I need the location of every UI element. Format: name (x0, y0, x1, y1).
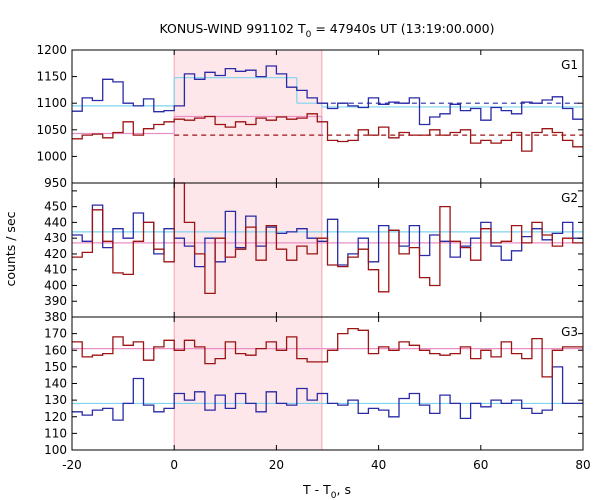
y-tick-label: 100 (44, 443, 67, 457)
y-axis-label: counts / sec (3, 211, 18, 286)
chart-title: KONUS-WIND 991102 T0 = 47940s UT (13:19:… (159, 21, 494, 40)
panel-label-g1: G1 (561, 58, 578, 72)
highlight-interval-region (173, 182, 323, 318)
x-tick-label: 60 (473, 458, 488, 472)
y-tick-label: 950 (44, 176, 67, 190)
series-red-histogram (72, 182, 583, 295)
series-blue-histogram (72, 204, 583, 268)
y-tick-label: 120 (44, 410, 67, 424)
panel-g1: 1200 1150 1100 1050 1000 950 G1 (36, 43, 584, 190)
x-axis-label-subscript: 0 (331, 491, 337, 500)
chart-title-subscript: 0 (306, 30, 312, 40)
y-tick-label: 1050 (36, 123, 67, 137)
series-red-histogram (72, 113, 583, 152)
y-tick-label: 450 (44, 200, 67, 214)
panel-frame (71, 49, 584, 184)
y-tick-label: 170 (44, 327, 67, 341)
y-tick-label: 1150 (36, 70, 67, 84)
y-tick-label: 1200 (36, 43, 67, 57)
y-tick-label: 410 (44, 263, 67, 277)
y-tick-label: 150 (44, 360, 67, 374)
panel-label-g2: G2 (561, 191, 578, 205)
highlight-interval-region (173, 316, 323, 451)
x-axis-label-main: T - T (302, 482, 331, 497)
series-blue-histogram (72, 366, 583, 421)
y-tick-label: 440 (44, 215, 67, 229)
x-tick-label: 80 (575, 458, 590, 472)
x-tick-label: 20 (269, 458, 284, 472)
x-tick-label: -20 (62, 458, 82, 472)
x-tick-label: 0 (170, 458, 178, 472)
series-red-histogram (72, 327, 583, 378)
x-axis-label-rest: , s (337, 482, 351, 497)
y-tick-label: 390 (44, 294, 67, 308)
x-axis-label: T - T0, s (302, 482, 351, 500)
y-tick-label: 400 (44, 278, 67, 292)
y-tick-label: 1100 (36, 96, 67, 110)
y-tick-label: 380 (44, 310, 67, 324)
panel-frame (71, 316, 584, 451)
y-tick-label: 420 (44, 247, 67, 261)
panel-g3: 170 160 150 140 130 120 110 100 G3 (44, 316, 584, 457)
y-tick-label: 1000 (36, 149, 67, 163)
chart-title-rest: = 47940s UT (13:19:00.000) (311, 21, 494, 36)
x-tick-label: 40 (371, 458, 386, 472)
y-tick-label: 160 (44, 343, 67, 357)
y-tick-label: 130 (44, 393, 67, 407)
y-tick-label: 430 (44, 231, 67, 245)
y-tick-label: 140 (44, 377, 67, 391)
y-tick-label: 110 (44, 426, 67, 440)
chart-title-main: KONUS-WIND 991102 T (159, 21, 305, 36)
panel-label-g3: G3 (561, 325, 578, 339)
series-blue-histogram (72, 65, 583, 126)
